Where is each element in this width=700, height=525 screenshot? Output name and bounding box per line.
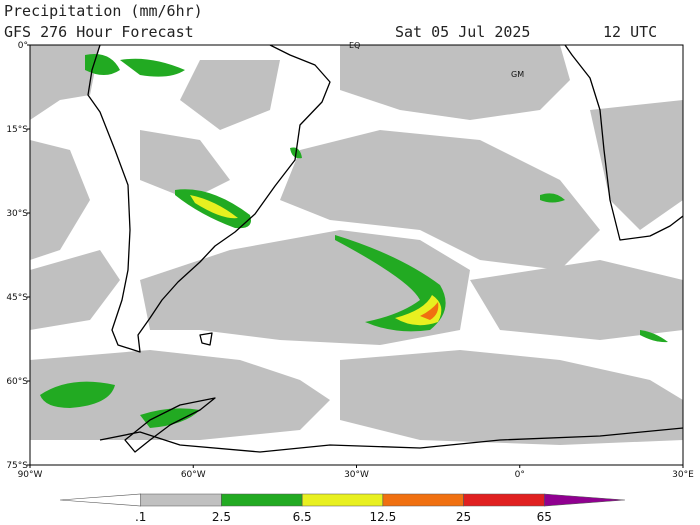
x-label: 30°E xyxy=(672,470,694,480)
x-label: 30°W xyxy=(344,470,369,480)
precip-field xyxy=(30,45,683,445)
colorbar-segment xyxy=(382,493,464,507)
coastlines xyxy=(87,45,683,453)
x-label: 0° xyxy=(515,470,525,480)
y-label: 0° xyxy=(18,41,28,51)
colorbar-segment xyxy=(543,493,626,507)
colorbar: .1 2.5 6.5 12.5 25 65 xyxy=(59,493,626,524)
colorbar-segment xyxy=(301,493,384,507)
x-labels: 90°W 60°W 30°W 0° 30°E xyxy=(18,465,694,480)
date: Sat 05 Jul 2025 xyxy=(395,23,530,41)
equator-label: EQ xyxy=(349,41,360,50)
colorbar-segment xyxy=(140,493,222,507)
subtitle: GFS 276 Hour Forecast xyxy=(4,23,194,41)
colorbar-segment xyxy=(59,493,142,507)
colorbar-segment xyxy=(221,493,303,507)
y-label: 45°S xyxy=(6,293,28,303)
meridian-label: GM xyxy=(511,70,524,79)
colorbar-label: 12.5 xyxy=(369,510,396,524)
x-label: 60°W xyxy=(181,470,206,480)
colorbar-label: 65 xyxy=(537,510,552,524)
colorbar-label: 2.5 xyxy=(212,510,231,524)
map: EQ GM 90°W 60°W 30°W 0° 30°E 0° 15°S 30°S 45°S 6… xyxy=(6,41,694,480)
y-label: 15°S xyxy=(6,125,28,135)
y-label: 75°S xyxy=(6,461,28,471)
colorbar-segment xyxy=(463,493,545,507)
y-label: 60°S xyxy=(6,377,28,387)
time: 12 UTC xyxy=(603,23,657,41)
colorbar-label: 6.5 xyxy=(293,510,312,524)
colorbar-label: .1 xyxy=(135,510,146,524)
title: Precipitation (mm/6hr) xyxy=(4,2,203,20)
colorbar-label: 25 xyxy=(456,510,471,524)
y-labels: 0° 15°S 30°S 45°S 60°S 75°S xyxy=(6,41,30,471)
y-label: 30°S xyxy=(6,209,28,219)
x-label: 90°W xyxy=(18,470,43,480)
